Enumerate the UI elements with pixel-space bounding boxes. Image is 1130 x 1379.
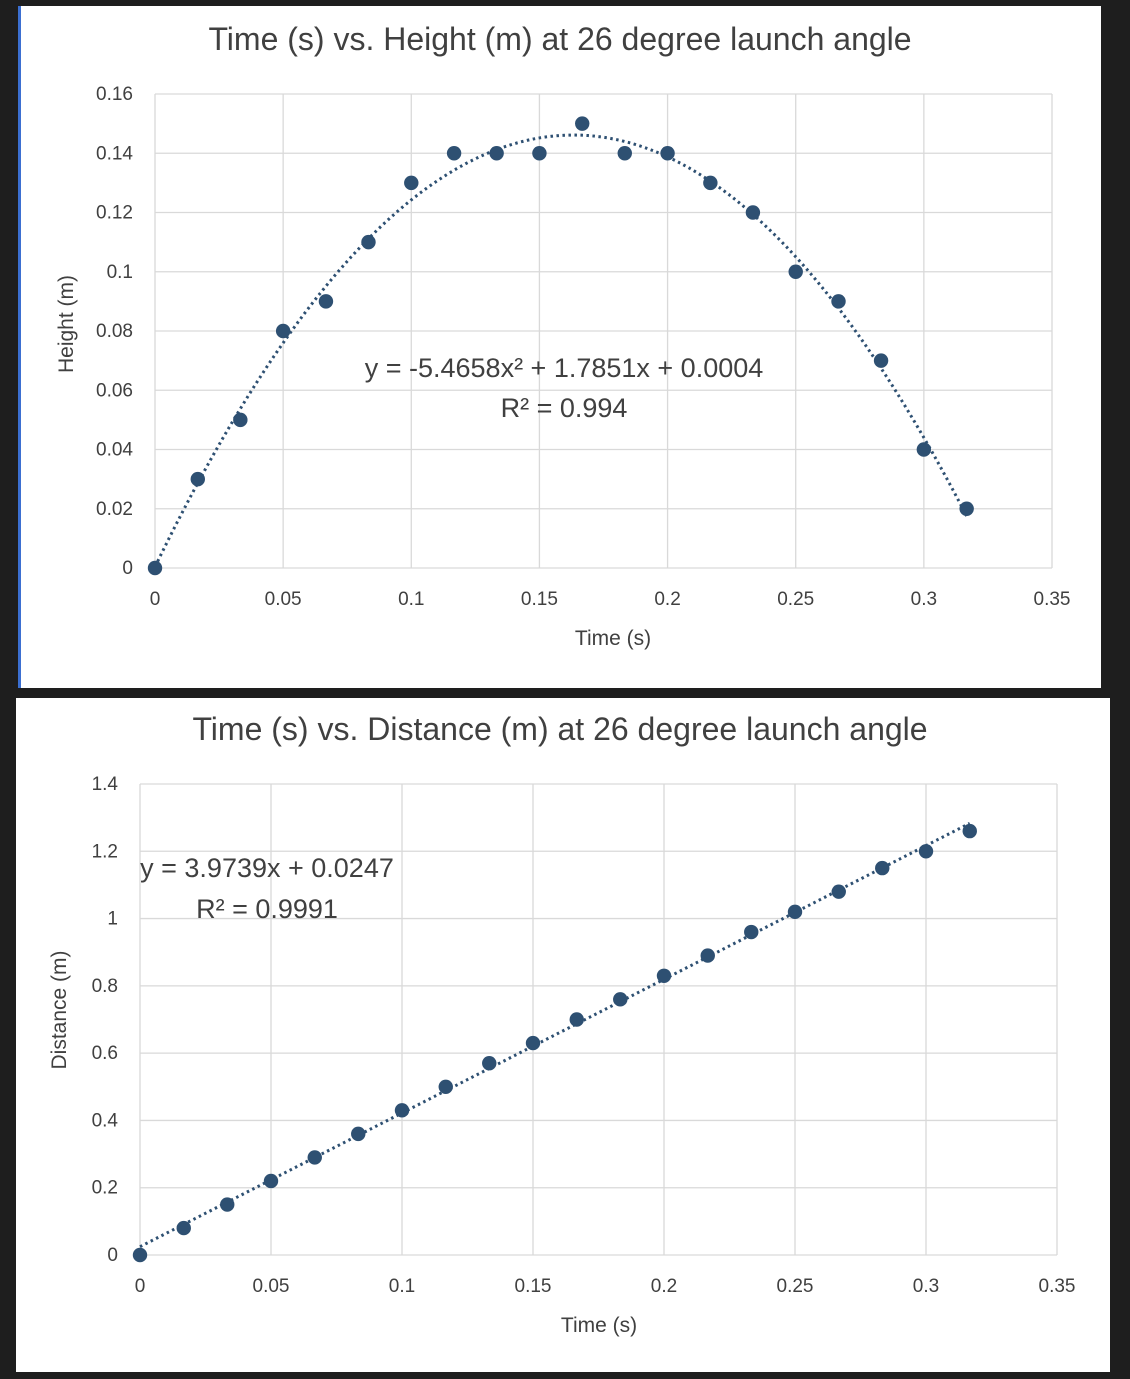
data-point (703, 175, 718, 191)
data-point (438, 1079, 453, 1094)
data-point (489, 146, 504, 161)
x-tick-label: 0.1 (398, 589, 424, 610)
x-tick-label: 0.25 (777, 589, 814, 610)
y-tick-label: 0.6 (92, 1043, 118, 1064)
y-tick-label: 0.04 (96, 440, 133, 461)
height-trendline (153, 133, 968, 568)
x-tick-label: 0.15 (515, 1276, 552, 1297)
y-tick-label: 0.12 (96, 203, 133, 224)
x-tick-label: 0.15 (521, 589, 558, 610)
x-axis-title: Time (s) (561, 1314, 637, 1337)
y-tick-label: 0.2 (92, 1178, 118, 1199)
data-point (656, 968, 672, 983)
data-point (190, 471, 205, 487)
y-tick-label: 0.8 (92, 976, 118, 997)
chart-title: Time (s) vs. Height (m) at 26 degree lau… (208, 21, 911, 57)
data-point (275, 323, 291, 339)
data-point (361, 234, 376, 250)
y-tick-label: 1.2 (92, 841, 118, 862)
data-point (831, 294, 846, 309)
data-point (700, 948, 715, 963)
data-point (617, 146, 632, 161)
y-tick-label: 0.4 (92, 1110, 119, 1131)
data-point (307, 1150, 322, 1165)
data-point (569, 1012, 584, 1027)
data-point (446, 146, 462, 161)
x-tick-label: 0.35 (1034, 589, 1071, 610)
y-tick-label: 0.08 (96, 321, 133, 342)
data-point (318, 294, 334, 309)
data-point (482, 1056, 497, 1071)
distance-chart: 0 0.05 0.1 0.15 0.2 0.25 0.3 0.35 0 0.2 0.4 0.6 0.8… (48, 711, 1076, 1337)
trendline-equation: y = -5.4658x² + 1.7851x + 0.0004 (365, 353, 764, 383)
y-tick-label: 0.02 (96, 499, 133, 520)
y-tick-label: 0 (122, 558, 133, 579)
data-point (787, 904, 803, 920)
data-point (875, 860, 890, 876)
data-point (147, 560, 163, 576)
distance-chart-panel: 0 0.05 0.1 0.15 0.2 0.25 0.3 0.35 0 0.2 0.4 0.6 0.8… (16, 698, 1110, 1372)
data-point (176, 1220, 191, 1236)
data-point (575, 116, 590, 131)
x-tick-label: 0.05 (265, 589, 302, 610)
data-point (220, 1197, 235, 1212)
x-tick-label: 0.1 (389, 1276, 415, 1297)
data-point (233, 412, 248, 428)
y-tick-label: 0.1 (107, 262, 133, 283)
x-tick-label: 0 (135, 1276, 146, 1297)
r-squared-label: R² = 0.994 (501, 393, 628, 423)
data-point (831, 884, 846, 899)
y-tick-label: 0 (107, 1245, 118, 1266)
x-tick-label: 0.25 (777, 1276, 814, 1297)
x-axis-title: Time (s) (575, 627, 651, 650)
x-tick-label: 0.2 (654, 589, 680, 610)
x-tick-label: 0.05 (253, 1276, 290, 1297)
y-tick-label: 0.16 (96, 84, 133, 105)
data-point (660, 146, 675, 161)
height-chart-panel: 0 0.05 0.1 0.15 0.2 0.25 0.3 0.35 0 0.02 0.04 0.06… (18, 6, 1101, 688)
data-point (263, 1173, 279, 1189)
y-tick-label: 1 (107, 909, 118, 930)
data-point (404, 175, 419, 191)
y-tick-label: 0.14 (96, 143, 133, 164)
r-squared-label: R² = 0.9991 (196, 894, 338, 924)
y-axis-title: Distance (m) (48, 950, 71, 1069)
data-point (613, 992, 628, 1007)
trendline-equation: y = 3.9739x + 0.0247 (140, 853, 394, 883)
data-point (959, 501, 974, 516)
data-point (532, 146, 547, 161)
data-point (394, 1103, 410, 1118)
x-tick-label: 0.3 (913, 1276, 939, 1297)
data-point (745, 205, 761, 220)
y-axis-title: Height (m) (55, 275, 78, 373)
x-tick-label: 0.3 (911, 589, 937, 610)
y-tick-label: 1.4 (92, 774, 119, 795)
data-point (918, 844, 934, 859)
height-chart: 0 0.05 0.1 0.15 0.2 0.25 0.3 0.35 0 0.02 0.04 0.06… (55, 21, 1071, 650)
y-tick-label: 0.06 (96, 380, 133, 401)
data-point (788, 264, 803, 279)
data-point (916, 442, 932, 457)
chart-title: Time (s) vs. Distance (m) at 26 degree l… (192, 711, 927, 747)
data-point (525, 1035, 541, 1051)
data-point (962, 823, 977, 839)
x-tick-label: 0 (150, 589, 161, 610)
data-point (132, 1247, 148, 1263)
x-tick-label: 0.2 (651, 1276, 677, 1297)
x-tick-label: 0.35 (1039, 1276, 1076, 1297)
data-point (744, 924, 759, 940)
distance-trendline (139, 821, 971, 1249)
data-point (873, 353, 889, 368)
data-point (351, 1126, 366, 1142)
